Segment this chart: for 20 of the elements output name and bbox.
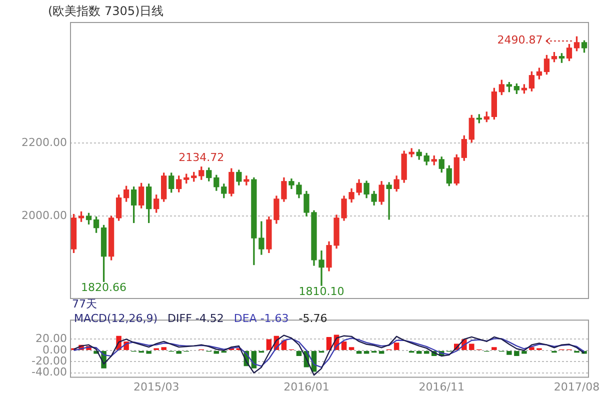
y-tick-label: 2000.00 <box>22 208 67 222</box>
annotation: 2134.72 <box>178 151 224 164</box>
text: DEA -1.63 <box>234 312 289 325</box>
annotation: 1810.10 <box>298 284 344 298</box>
annotation: 1820.66 <box>81 281 127 294</box>
annotation: -5.76 <box>298 312 328 325</box>
y-tick-label: 0.00 <box>42 343 67 356</box>
annotation: 77天 <box>72 297 97 310</box>
chart-title: MACD(12,26,9) <box>74 312 158 325</box>
text: DIFF -4.52 <box>168 312 224 325</box>
y-tick-label: -20.00 <box>32 354 67 368</box>
y-tick-label: 20.00 <box>36 332 67 346</box>
x-tick-label: 2016/01 <box>284 380 330 394</box>
x-tick-label: 2017/08 <box>554 380 600 394</box>
chart-title: (欧美指数 7305)日线 <box>48 3 164 20</box>
x-tick-label: 2015/03 <box>133 380 180 394</box>
annotation: 2490.87 <box>497 34 543 47</box>
y-tick-label: -40.00 <box>32 366 67 379</box>
x-tick-label: 2016/11 <box>418 380 464 394</box>
y-tick-label: 2200.00 <box>22 136 67 149</box>
